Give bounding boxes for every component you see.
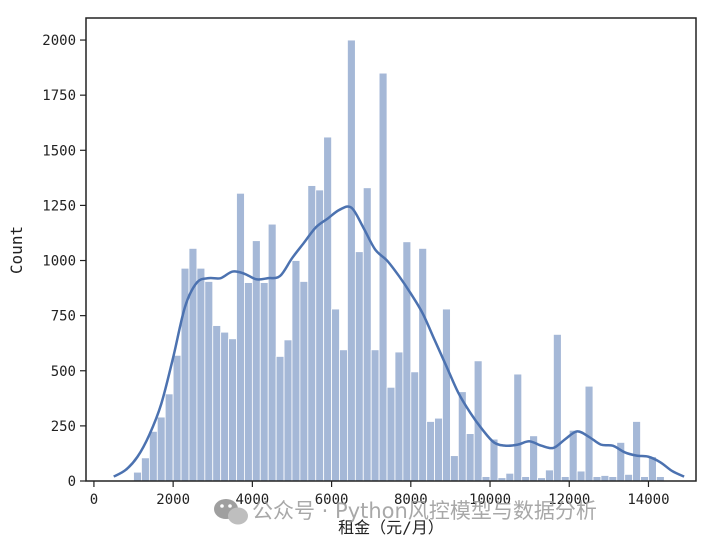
kde-line bbox=[113, 205, 685, 478]
y-axis-ticks: 0 250 500 750 1000 1250 1500 1750 2000 bbox=[42, 33, 86, 490]
histogram-bar bbox=[172, 354, 182, 482]
histogram-bar bbox=[600, 475, 610, 482]
histogram-bar bbox=[434, 417, 443, 482]
histogram-bar bbox=[354, 251, 364, 482]
histogram-bar bbox=[291, 260, 301, 482]
y-tick-label: 1750 bbox=[42, 88, 76, 104]
histogram-bar bbox=[624, 473, 634, 482]
x-tick-label: 10000 bbox=[469, 492, 511, 508]
histogram-bar bbox=[331, 308, 340, 482]
x-tick-label: 14000 bbox=[627, 492, 669, 508]
y-tick-label: 0 bbox=[68, 474, 76, 490]
x-tick-label: 8000 bbox=[394, 492, 428, 508]
histogram-bar bbox=[164, 393, 174, 482]
plot-frame bbox=[85, 17, 697, 482]
histogram-bar bbox=[442, 308, 451, 482]
y-tick-label: 1000 bbox=[42, 254, 76, 270]
histogram-bar bbox=[505, 472, 515, 482]
x-axis-ticks: 0 2000 4000 6000 8000 10000 12000 14000 bbox=[90, 481, 670, 508]
histogram-bar bbox=[299, 281, 309, 482]
histogram-bar bbox=[267, 223, 277, 482]
histogram-bar bbox=[204, 281, 214, 482]
histogram-bar bbox=[323, 136, 332, 482]
histogram-bar bbox=[402, 241, 412, 482]
histogram-bar bbox=[489, 438, 499, 482]
y-tick-label: 1250 bbox=[42, 198, 76, 214]
histogram-bar bbox=[315, 189, 325, 482]
y-tick-label: 250 bbox=[51, 419, 76, 435]
histogram-bar bbox=[236, 192, 245, 482]
histogram-bar bbox=[584, 385, 594, 482]
x-tick-label: 4000 bbox=[236, 492, 270, 508]
histogram-bar bbox=[386, 386, 396, 482]
y-tick-label: 1500 bbox=[42, 143, 76, 159]
histogram-bar bbox=[259, 282, 269, 482]
histogram-bar bbox=[378, 72, 388, 482]
histogram-bars bbox=[133, 39, 665, 482]
histogram-bar bbox=[220, 331, 229, 482]
watermark: 公众号 · Python风控模型与数据分析 bbox=[214, 499, 597, 525]
histogram-bar bbox=[251, 240, 261, 482]
y-tick-label: 2000 bbox=[42, 33, 76, 49]
histogram-bar bbox=[370, 349, 380, 482]
histogram-bar bbox=[244, 282, 253, 482]
y-tick-label: 750 bbox=[51, 309, 76, 325]
histogram-bar bbox=[141, 457, 150, 482]
histogram-bar bbox=[513, 373, 523, 482]
histogram-bar bbox=[418, 247, 428, 482]
histogram-bar bbox=[212, 325, 222, 482]
histogram-bar bbox=[283, 339, 293, 482]
histogram-bar bbox=[133, 471, 142, 482]
x-axis-label: 租金（元/月） bbox=[338, 518, 444, 537]
histogram-bar bbox=[465, 433, 475, 482]
histogram-bar bbox=[339, 349, 348, 482]
histogram-bar bbox=[148, 430, 158, 482]
y-axis-label: Count bbox=[7, 226, 26, 274]
histogram-bar bbox=[196, 267, 206, 482]
histogram-bar bbox=[568, 429, 578, 482]
wechat-icon bbox=[214, 499, 248, 525]
histogram-bar bbox=[347, 39, 356, 482]
x-tick-label: 0 bbox=[90, 492, 98, 508]
watermark-text: 公众号 · Python风控模型与数据分析 bbox=[252, 499, 597, 523]
histogram-bar bbox=[632, 421, 641, 482]
histogram-bar bbox=[275, 356, 285, 482]
histogram-bar bbox=[545, 469, 554, 482]
x-tick-label: 6000 bbox=[315, 492, 349, 508]
y-tick-label: 500 bbox=[51, 364, 76, 380]
histogram-bar bbox=[576, 470, 586, 482]
histogram-bar bbox=[394, 351, 404, 482]
histogram-bar bbox=[156, 416, 166, 482]
histogram-bar bbox=[426, 421, 435, 482]
histogram-bar bbox=[410, 371, 420, 482]
histogram-bar bbox=[228, 338, 237, 482]
histogram-bar bbox=[553, 333, 562, 482]
x-tick-label: 2000 bbox=[156, 492, 190, 508]
x-tick-label: 12000 bbox=[548, 492, 590, 508]
histogram-bar bbox=[450, 455, 459, 482]
